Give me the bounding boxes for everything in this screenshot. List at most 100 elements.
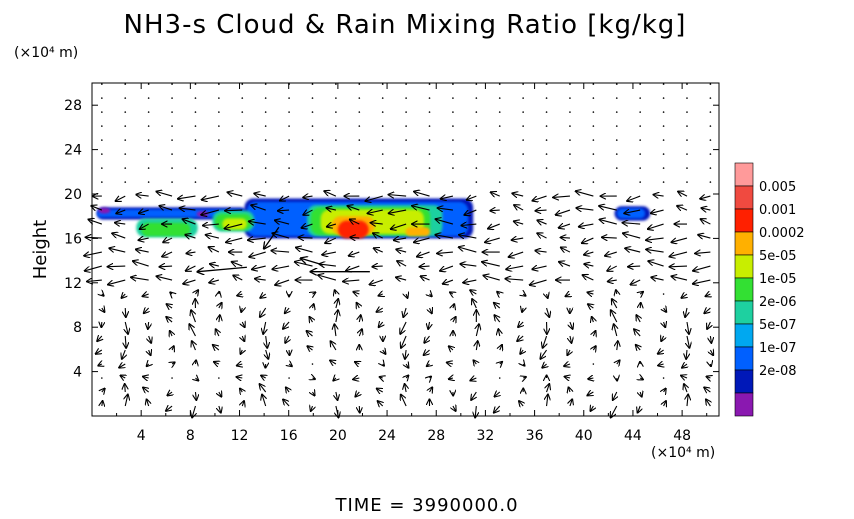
wind-arrow — [302, 224, 313, 228]
wind-arrow — [582, 237, 594, 243]
wind-arrow — [330, 360, 336, 364]
wind-arrow — [700, 196, 711, 199]
cloud-patch — [98, 207, 111, 214]
wind-arrow-long — [301, 258, 324, 266]
wind-arrow — [701, 219, 711, 224]
wind-dot — [428, 153, 431, 155]
wind-dot — [615, 97, 618, 99]
wind-dot — [381, 83, 384, 85]
wind-dot — [101, 97, 103, 99]
wind-dot — [545, 167, 548, 169]
wind-arrow — [260, 307, 267, 317]
wind-arrow — [240, 389, 242, 392]
wind-arrow — [383, 364, 384, 366]
wind-dot — [639, 111, 641, 113]
wind-arrow — [684, 384, 687, 393]
wind-dot — [569, 83, 571, 85]
wind-dot — [428, 111, 431, 113]
wind-arrow — [512, 193, 524, 196]
wind-arrow — [623, 233, 641, 239]
wind-dot — [101, 139, 103, 141]
wind-arrow — [449, 346, 453, 350]
wind-dot — [311, 125, 314, 127]
colorbar: 0.005 0.001 0.0002 5e-05 1e-05 2e-06 5e-07 1e-0… — [734, 162, 805, 417]
wind-arrow — [189, 324, 196, 337]
wind-arrow — [133, 261, 149, 267]
wind-arrow — [148, 321, 149, 329]
wind-arrow — [438, 208, 453, 210]
wind-arrow — [377, 389, 383, 392]
wind-dot — [335, 97, 337, 99]
wind-dot — [428, 125, 431, 127]
wind-arrow — [203, 224, 219, 225]
wind-arrow — [249, 251, 266, 257]
wind-dot — [592, 97, 595, 99]
wind-arrow — [391, 223, 407, 229]
y-tick-label: 20 — [64, 187, 82, 203]
wind-dot — [405, 125, 407, 127]
wind-dot — [428, 181, 431, 183]
wind-dot — [358, 83, 361, 85]
wind-arrow — [249, 221, 266, 224]
wind-arrow — [219, 303, 222, 308]
wind-arrow — [143, 294, 149, 296]
wind-arrow — [612, 299, 617, 309]
wind-arrow — [366, 195, 383, 201]
wind-dot — [147, 181, 150, 183]
colorbar-swatch — [734, 392, 754, 417]
wind-arrow — [280, 196, 290, 201]
wind-arrow — [631, 280, 641, 284]
wind-dot — [452, 83, 454, 85]
wind-dot — [101, 167, 103, 169]
wind-arrow — [512, 238, 524, 240]
wind-arrow — [336, 391, 338, 400]
wind-arrow — [406, 364, 408, 368]
wind-arrow — [459, 247, 477, 253]
wind-arrow — [523, 294, 525, 296]
wind-arrow — [232, 262, 243, 266]
wind-dot — [709, 111, 712, 113]
wind-dot — [569, 181, 571, 183]
x-tick-label: 24 — [378, 428, 396, 444]
colorbar-level-label: 0.0002 — [759, 226, 805, 241]
wind-arrow — [579, 224, 594, 227]
wind-arrow — [368, 210, 383, 213]
wind-arrow — [209, 247, 220, 253]
wind-arrow — [383, 350, 386, 354]
wind-dot — [592, 167, 595, 169]
wind-dot — [405, 83, 407, 85]
wind-arrow — [664, 389, 666, 392]
y-axis-label: Height — [30, 220, 51, 280]
wind-arrow — [570, 321, 573, 329]
wind-arrow — [348, 206, 360, 210]
colorbar-swatch — [734, 300, 754, 325]
wind-arrow — [420, 266, 430, 267]
wind-dot — [569, 167, 571, 169]
wind-arrow — [170, 331, 172, 336]
wind-arrow — [490, 210, 500, 211]
wind-dot — [147, 83, 150, 85]
wind-dot — [381, 153, 384, 155]
wind-dot — [218, 111, 220, 113]
wind-arrow — [396, 249, 407, 252]
wind-arrow — [627, 195, 641, 201]
wind-arrow — [278, 210, 290, 211]
wind-arrow — [470, 290, 476, 294]
wind-dot — [147, 111, 150, 113]
wind-arrow — [389, 210, 407, 213]
wind-arrow — [299, 237, 313, 238]
time-label: TIME = 3990000.0 — [335, 495, 519, 516]
wind-arrow — [226, 237, 243, 242]
wind-arrow — [225, 223, 243, 228]
wind-arrow — [710, 335, 711, 343]
wind-arrow — [435, 235, 454, 238]
wind-dot — [218, 181, 220, 183]
colorbar-level-label: 0.001 — [759, 203, 796, 218]
wind-arrow — [681, 376, 687, 378]
wind-arrow — [561, 237, 570, 238]
wind-arrow — [561, 248, 571, 252]
wind-arrow — [140, 224, 149, 229]
wind-dot — [569, 153, 571, 155]
wind-dot — [662, 153, 665, 155]
